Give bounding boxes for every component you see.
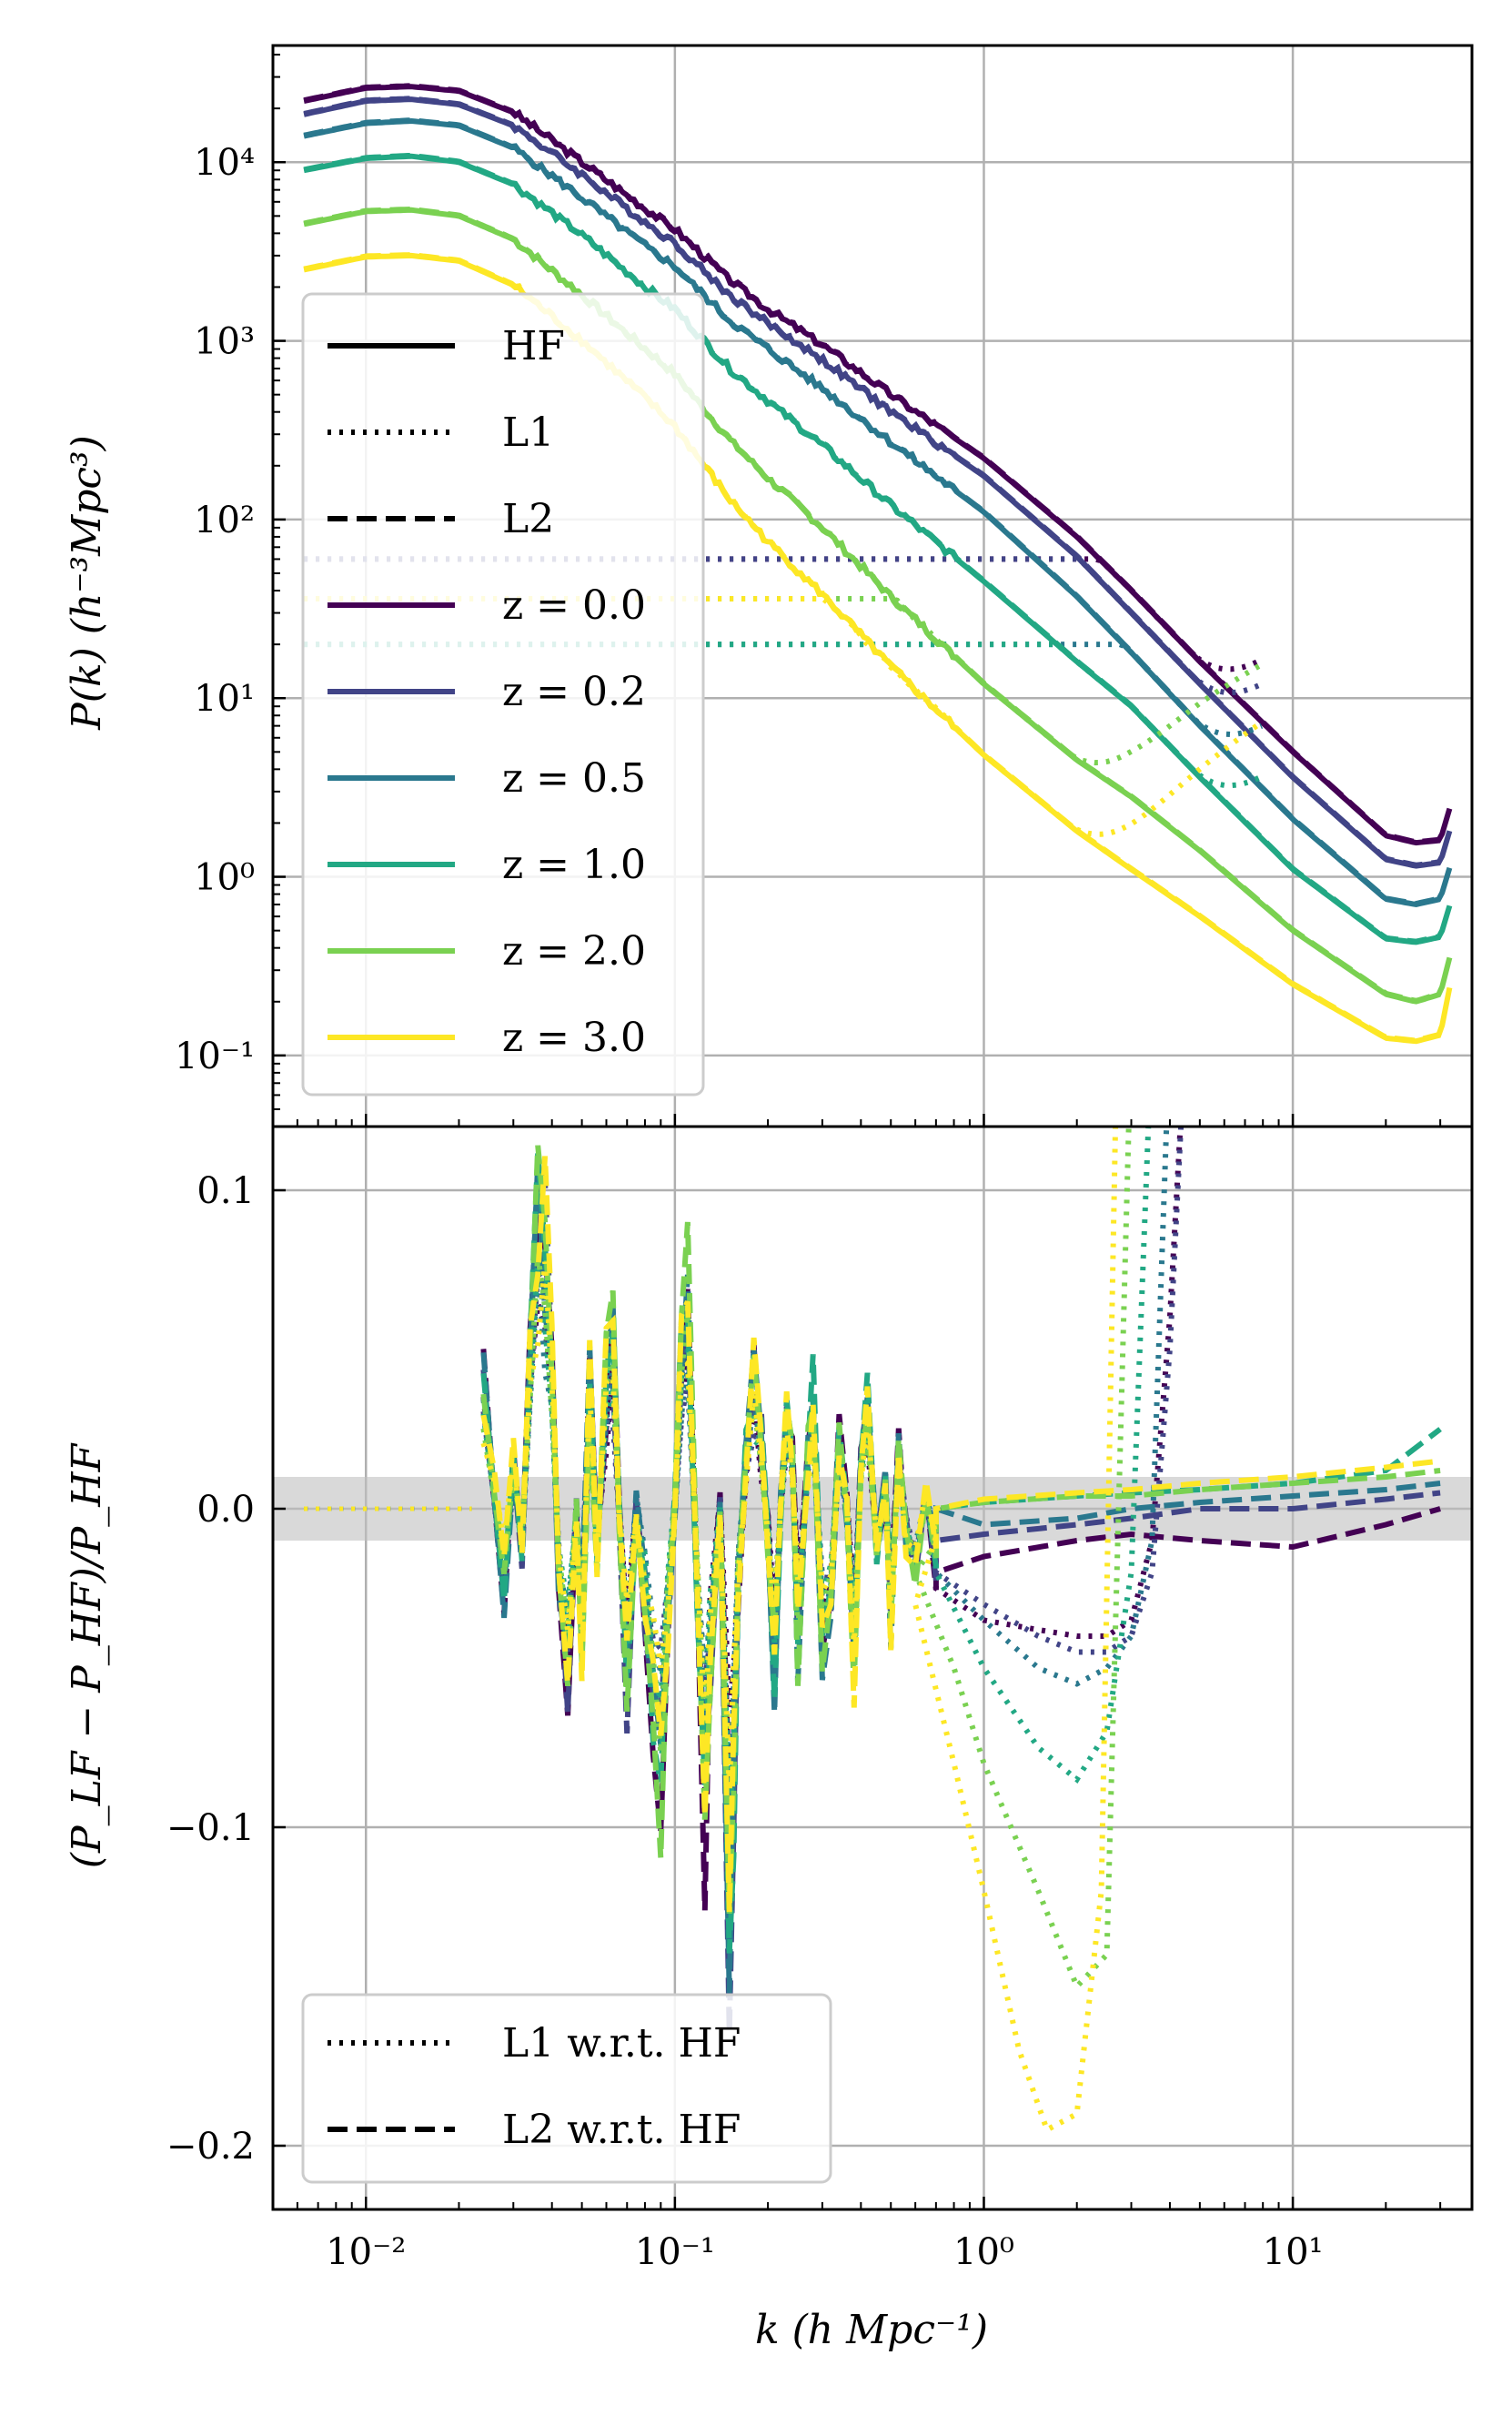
legend-label: L1 w.r.t. HF [502,2020,741,2067]
bottom-panel-ticks: 0.1 0.0 −0.1 −0.2 10⁻² 10⁻¹ 10⁰ 10¹ [166,1170,1442,2273]
legend-label: L2 [502,496,554,542]
y-tick-label: 0.0 [197,1489,255,1531]
legend-label: L2 w.r.t. HF [502,2107,741,2153]
legend-label: HF [502,323,565,369]
ratio-l2-2 [480,1161,1441,1994]
l2-line-4 [303,206,1440,1004]
bottom-panel-grid [273,1127,1472,2209]
x-axis-label: k (h Mpc⁻¹) [755,2307,988,2353]
top-y-axis-label: P(k) (h⁻³Mpc³) [64,435,110,731]
l1-line-1 [304,556,1264,696]
y-tick-label: 0.1 [197,1170,255,1212]
l2-line-0 [303,83,1439,845]
y-tick-label: −0.1 [166,1807,255,1849]
ratio-l2-3 [480,1153,1442,1954]
bottom-y-axis-label: (P_LF − P_HF)/P_HF [64,1442,110,1868]
bottom-panel-series [304,1127,1442,2134]
l2-line-1 [303,96,1439,868]
top-legend: HF L1 L2 z = 0.0 z = 0.2 z = 0.5 z = 1.0 z = 2.… [301,292,705,1097]
legend-label: z = 0.0 [502,582,646,629]
bottom-panel-frame [271,1125,1474,2211]
legend-label: z = 1.0 [502,842,646,888]
y-tick-label: 10¹ [194,678,255,720]
top-panel-ticks: 10⁻¹ 10⁰ 10¹ 10² 10³ 10⁴ [175,54,1442,1127]
x-tick-label: 10¹ [1263,2231,1324,2273]
l1-line-5 [304,596,1264,837]
top-legend-box [301,292,705,1097]
l2-line-5 [303,252,1439,1044]
x-tick-label: 10⁰ [953,2231,1014,2273]
legend-label: z = 0.2 [502,669,646,715]
legend-label: z = 0.5 [502,755,646,802]
legend-label: L1 [502,409,554,456]
ratio-l2-0 [480,1214,1441,1911]
y-tick-label: −0.2 [166,2126,255,2168]
top-panel-series [303,83,1453,1045]
legend-label: z = 3.0 [502,1015,646,1061]
y-tick-label: 10³ [194,321,255,363]
l2-line-2 [303,117,1439,907]
y-tick-label: 10⁴ [194,142,255,184]
y-tick-label: 10⁻¹ [175,1036,255,1077]
x-tick-label: 10⁻¹ [635,2231,715,2273]
bottom-legend: L1 w.r.t. HF L2 w.r.t. HF [301,1993,832,2184]
x-tick-label: 10⁻² [326,2231,406,2273]
l2-line-3 [303,152,1439,945]
y-tick-label: 10² [194,500,255,541]
y-tick-label: 10⁰ [194,857,255,899]
legend-label: z = 2.0 [502,928,646,975]
